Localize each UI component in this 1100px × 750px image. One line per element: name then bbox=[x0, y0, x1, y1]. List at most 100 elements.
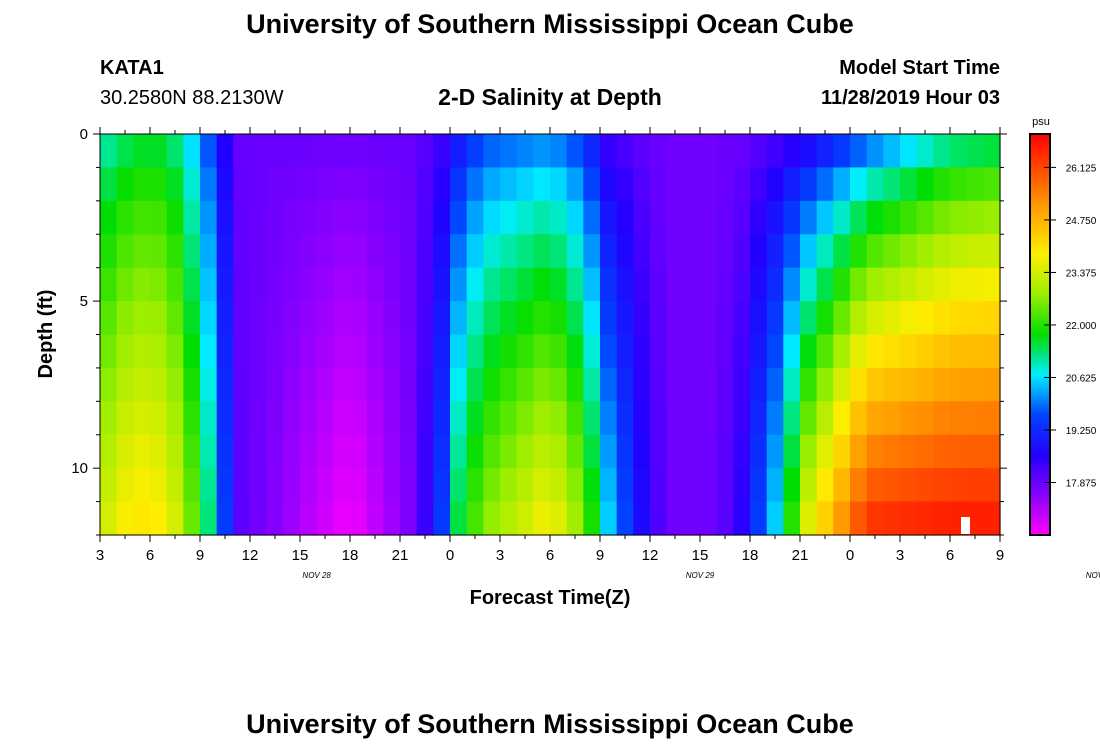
x-axis-title: Forecast Time(Z) bbox=[470, 587, 631, 609]
heatmap-cell bbox=[800, 167, 818, 202]
heatmap-cell bbox=[916, 468, 934, 503]
heatmap-cell bbox=[483, 501, 501, 536]
heatmap-cell bbox=[133, 167, 151, 202]
heatmap-cell bbox=[216, 434, 234, 469]
heatmap-cell bbox=[650, 434, 668, 469]
heatmap-cell bbox=[800, 401, 818, 436]
heatmap-cell bbox=[583, 468, 601, 503]
heatmap-cell bbox=[250, 367, 268, 402]
heatmap-cell bbox=[366, 401, 384, 436]
heatmap-cell bbox=[600, 301, 618, 336]
heatmap-cell bbox=[983, 234, 1001, 269]
heatmap-cell bbox=[183, 401, 201, 436]
heatmap-cell bbox=[916, 301, 934, 336]
footer-title: University of Southern Mississippi Ocean… bbox=[246, 709, 854, 739]
heatmap-cell bbox=[483, 234, 501, 269]
heatmap-cell bbox=[350, 434, 368, 469]
heatmap-cell bbox=[333, 367, 351, 402]
heatmap-cell bbox=[350, 401, 368, 436]
heatmap-cell bbox=[300, 367, 318, 402]
heatmap-cell bbox=[316, 367, 334, 402]
heatmap-cell bbox=[883, 501, 901, 536]
heatmap-cell bbox=[283, 434, 301, 469]
heatmap-cell bbox=[866, 367, 884, 402]
heatmap-cell bbox=[783, 434, 801, 469]
heatmap-cell bbox=[800, 334, 818, 369]
heatmap-cell bbox=[900, 334, 918, 369]
heatmap-cell bbox=[933, 334, 951, 369]
heatmap-cell bbox=[483, 301, 501, 336]
heatmap-cell bbox=[733, 367, 751, 402]
heatmap-cell bbox=[600, 234, 618, 269]
heatmap-cell bbox=[683, 468, 701, 503]
heatmap-cell bbox=[583, 334, 601, 369]
heatmap-cell bbox=[383, 501, 401, 536]
heatmap-cell bbox=[150, 334, 168, 369]
heatmap-cell bbox=[216, 267, 234, 302]
x-tick-label: 12 bbox=[242, 547, 259, 564]
x-axis: 3 6 9 12 15 18 21 0 3 6 9 12 15 18 21 0 3 6 9 NOV 28 NOV 29 N… bbox=[96, 127, 1100, 580]
heatmap-cell bbox=[733, 301, 751, 336]
heatmap-cell bbox=[316, 501, 334, 536]
heatmap-cell bbox=[200, 134, 218, 169]
heatmap-cell bbox=[433, 267, 451, 302]
heatmap-cell bbox=[633, 401, 651, 436]
heatmap-cell bbox=[216, 200, 234, 235]
heatmap-cell bbox=[883, 434, 901, 469]
heatmap-cell bbox=[400, 301, 418, 336]
heatmap-cell bbox=[150, 401, 168, 436]
model-start-time: 11/28/2019 Hour 03 bbox=[820, 87, 1000, 109]
colorbar-label: 22.000 bbox=[1066, 321, 1097, 332]
heatmap-cell bbox=[100, 434, 118, 469]
heatmap-cell bbox=[750, 234, 768, 269]
heatmap-cell bbox=[566, 234, 584, 269]
heatmap-cell bbox=[516, 234, 534, 269]
heatmap-cell bbox=[133, 468, 151, 503]
heatmap-cell bbox=[500, 301, 518, 336]
heatmap-cell bbox=[433, 134, 451, 169]
heatmap-cell bbox=[516, 301, 534, 336]
heatmap-cell bbox=[216, 334, 234, 369]
heatmap-cell bbox=[583, 301, 601, 336]
heatmap-cell bbox=[800, 234, 818, 269]
heatmap-cell bbox=[516, 501, 534, 536]
heatmap-cell bbox=[833, 234, 851, 269]
heatmap-cell bbox=[133, 434, 151, 469]
heatmap-cell bbox=[233, 167, 251, 202]
heatmap-cell bbox=[183, 334, 201, 369]
heatmap-cell bbox=[266, 167, 284, 202]
heatmap-cell bbox=[233, 267, 251, 302]
heatmap-cell bbox=[750, 134, 768, 169]
heatmap-cell bbox=[583, 134, 601, 169]
heatmap-cell bbox=[866, 301, 884, 336]
heatmap-cell bbox=[950, 134, 968, 169]
heatmap-cell bbox=[166, 134, 184, 169]
heatmap-cell bbox=[283, 234, 301, 269]
heatmap-cell bbox=[566, 134, 584, 169]
heatmap-cell bbox=[416, 468, 434, 503]
heatmap-cell bbox=[933, 234, 951, 269]
heatmap-cell bbox=[666, 367, 684, 402]
heatmap-cell bbox=[650, 401, 668, 436]
heatmap-cell bbox=[400, 200, 418, 235]
heatmap-cell bbox=[816, 267, 834, 302]
heatmap-cell bbox=[933, 200, 951, 235]
heatmap-cell bbox=[466, 334, 484, 369]
heatmap-cell bbox=[716, 401, 734, 436]
heatmap-cell bbox=[133, 134, 151, 169]
heatmap-cell bbox=[600, 401, 618, 436]
heatmap-cell bbox=[866, 501, 884, 536]
heatmap-cell bbox=[216, 501, 234, 536]
heatmap-cell bbox=[383, 301, 401, 336]
heatmap-cell bbox=[450, 234, 468, 269]
heatmap-cell bbox=[850, 267, 868, 302]
x-tick-label: 18 bbox=[742, 547, 759, 564]
heatmap-cell bbox=[550, 234, 568, 269]
x-tick-label: 21 bbox=[392, 547, 409, 564]
heatmap-cell bbox=[350, 468, 368, 503]
x-tick-label: 15 bbox=[292, 547, 309, 564]
heatmap-cell bbox=[850, 234, 868, 269]
heatmap-cell bbox=[416, 267, 434, 302]
heatmap-cell bbox=[850, 468, 868, 503]
heatmap-cell bbox=[316, 134, 334, 169]
